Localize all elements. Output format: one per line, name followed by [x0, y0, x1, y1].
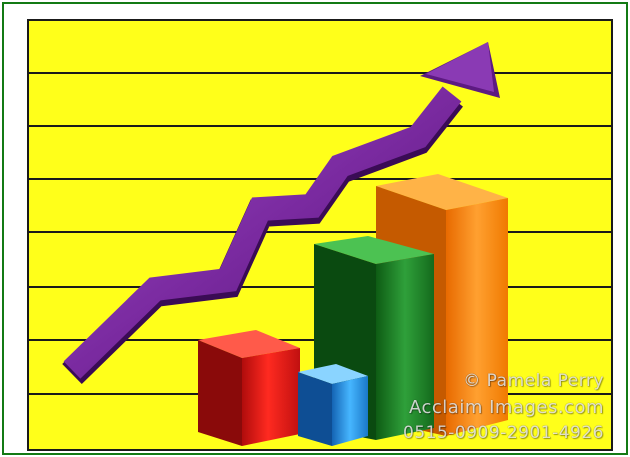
blue-bar [298, 364, 368, 446]
panel-border [27, 19, 613, 451]
watermark-site: Acclaim Images.com [409, 397, 604, 418]
trend-arrow-icon [62, 42, 500, 385]
bar-chart-illustration [198, 174, 508, 446]
watermark-image-id: 0515-0909-2901-4926 [403, 423, 604, 443]
watermark-copyright: © Pamela Perry [463, 371, 604, 391]
red-bar [198, 330, 300, 446]
